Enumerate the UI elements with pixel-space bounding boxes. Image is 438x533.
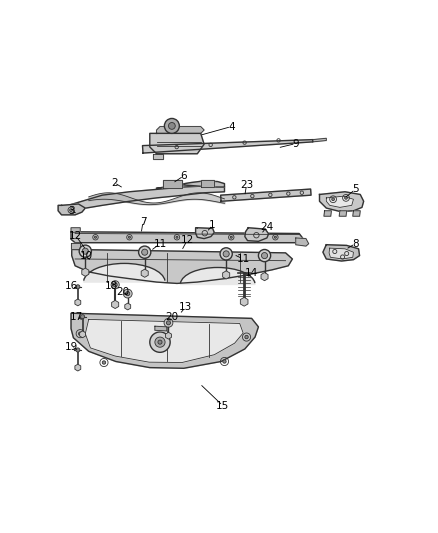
- Polygon shape: [150, 133, 204, 154]
- Text: 24: 24: [260, 222, 274, 232]
- Circle shape: [111, 281, 119, 289]
- Polygon shape: [313, 138, 326, 142]
- Polygon shape: [71, 313, 258, 368]
- Circle shape: [274, 236, 276, 238]
- Polygon shape: [320, 192, 364, 212]
- Text: 5: 5: [352, 184, 358, 195]
- Polygon shape: [71, 243, 80, 249]
- Circle shape: [78, 332, 82, 335]
- Text: 19: 19: [64, 342, 78, 352]
- Text: 3: 3: [68, 206, 74, 216]
- Circle shape: [76, 285, 80, 289]
- Polygon shape: [71, 228, 80, 232]
- Polygon shape: [324, 211, 332, 216]
- Circle shape: [79, 245, 92, 257]
- Polygon shape: [71, 232, 303, 243]
- Text: 13: 13: [179, 302, 192, 312]
- Circle shape: [223, 360, 226, 363]
- Polygon shape: [180, 268, 255, 285]
- Text: 17: 17: [70, 312, 84, 322]
- Circle shape: [166, 321, 170, 325]
- Polygon shape: [156, 127, 204, 133]
- Text: 20: 20: [116, 287, 129, 296]
- Text: 6: 6: [180, 171, 187, 181]
- Circle shape: [70, 209, 72, 212]
- Circle shape: [150, 332, 170, 352]
- Polygon shape: [245, 228, 268, 241]
- Text: 16: 16: [65, 281, 78, 291]
- Circle shape: [124, 289, 132, 298]
- Circle shape: [223, 251, 229, 257]
- Circle shape: [332, 198, 335, 200]
- Polygon shape: [68, 186, 224, 211]
- Polygon shape: [153, 154, 163, 159]
- Circle shape: [164, 118, 179, 133]
- Polygon shape: [221, 189, 311, 201]
- Circle shape: [155, 337, 165, 347]
- Polygon shape: [155, 326, 167, 331]
- Polygon shape: [84, 263, 165, 282]
- Circle shape: [176, 236, 178, 238]
- Circle shape: [76, 348, 80, 352]
- Circle shape: [113, 282, 117, 287]
- Circle shape: [128, 236, 131, 238]
- Polygon shape: [196, 228, 214, 239]
- Text: 18: 18: [105, 281, 118, 291]
- Polygon shape: [329, 248, 353, 259]
- Circle shape: [258, 249, 271, 262]
- Polygon shape: [163, 180, 182, 188]
- Text: 8: 8: [352, 239, 358, 249]
- Circle shape: [230, 236, 232, 238]
- Circle shape: [164, 318, 173, 327]
- Polygon shape: [85, 319, 243, 362]
- Polygon shape: [296, 238, 309, 246]
- Circle shape: [345, 197, 347, 199]
- Text: 15: 15: [216, 401, 230, 410]
- Text: 7: 7: [140, 216, 146, 227]
- Circle shape: [102, 361, 106, 364]
- Circle shape: [261, 253, 268, 259]
- Text: 14: 14: [245, 268, 258, 278]
- Circle shape: [169, 123, 175, 130]
- Circle shape: [82, 248, 88, 254]
- Text: 12: 12: [69, 231, 82, 241]
- Polygon shape: [58, 204, 85, 215]
- Text: 4: 4: [228, 122, 235, 132]
- Circle shape: [245, 335, 248, 339]
- Text: 10: 10: [79, 251, 92, 261]
- Polygon shape: [142, 140, 313, 153]
- Polygon shape: [72, 249, 293, 284]
- Polygon shape: [201, 180, 214, 187]
- Text: 1: 1: [209, 220, 216, 230]
- Text: 11: 11: [153, 239, 166, 249]
- Text: 9: 9: [293, 139, 299, 149]
- Polygon shape: [326, 196, 353, 207]
- Circle shape: [126, 292, 130, 296]
- Text: 2: 2: [111, 177, 117, 188]
- Circle shape: [138, 246, 151, 259]
- Text: 23: 23: [240, 180, 253, 190]
- Polygon shape: [339, 211, 346, 216]
- Polygon shape: [323, 245, 360, 261]
- Circle shape: [220, 248, 232, 260]
- Circle shape: [141, 249, 148, 255]
- Circle shape: [95, 236, 96, 238]
- Text: 11: 11: [237, 254, 250, 264]
- Circle shape: [81, 314, 85, 319]
- Circle shape: [158, 340, 162, 344]
- Text: 20: 20: [165, 312, 178, 322]
- Text: 12: 12: [180, 235, 194, 245]
- Polygon shape: [353, 211, 360, 216]
- Polygon shape: [156, 181, 224, 188]
